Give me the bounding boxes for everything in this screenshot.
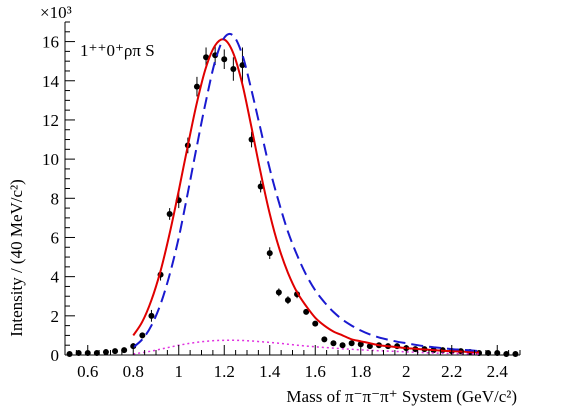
annotation-label: 1⁺⁺0⁺ρπ S [80, 41, 155, 60]
x-tick-label: 2.2 [441, 362, 462, 381]
data-point [485, 350, 492, 357]
y-tick-label: 12 [42, 111, 59, 130]
x-tick-label: 2 [402, 362, 411, 381]
data-point [112, 348, 119, 355]
data-point [75, 350, 82, 357]
y-tick-label: 16 [42, 33, 59, 52]
data-point [357, 341, 364, 348]
x-tick-label: 0.8 [123, 362, 144, 381]
y-tick-label: 10 [42, 150, 59, 169]
y-tick-label: 0 [51, 346, 60, 365]
y-tick-label: 4 [51, 268, 60, 287]
data-point [257, 183, 264, 190]
data-point [339, 342, 346, 349]
x-tick-label: 1 [175, 362, 184, 381]
data-point [148, 312, 155, 319]
data-point [93, 350, 100, 357]
x-ticks: 0.6 0.8 1 1.2 1.4 1.6 1.8 2 2.2 2.4 [64, 345, 521, 381]
x-tick-label: 0.6 [77, 362, 98, 381]
x-tick-label: 1.6 [305, 362, 326, 381]
fit-curve-dotted [133, 339, 480, 355]
axes [64, 22, 520, 356]
data-point [266, 250, 273, 257]
y-axis-label: Intensity / (40 MeV/c²) [7, 179, 26, 337]
data-point [512, 351, 519, 358]
x-tick-label: 2.4 [487, 362, 509, 381]
series-group [66, 32, 519, 358]
data-point [321, 336, 328, 343]
data-point [366, 343, 373, 350]
y-tick-label: 2 [51, 307, 60, 326]
fit-curve-solid [132, 38, 480, 354]
data-point [166, 210, 173, 217]
y-tick-label: 6 [51, 228, 60, 247]
y-tick-label: 8 [51, 189, 60, 208]
data-point [193, 83, 200, 90]
y-ticks: 0 2 4 6 8 10 12 14 16 [42, 21, 75, 365]
data-point [139, 332, 146, 339]
data-point [275, 289, 282, 296]
data-point [348, 340, 355, 347]
data-point [230, 66, 237, 73]
data-point [503, 351, 510, 358]
x-tick-label: 1.4 [259, 362, 281, 381]
data-point [330, 340, 337, 347]
y-exponent-label: ×10³ [40, 3, 72, 22]
data-point [221, 56, 228, 63]
data-point [102, 349, 109, 356]
data-point [303, 308, 310, 315]
fit-curve-dashed [132, 32, 480, 353]
data-point [203, 54, 210, 61]
y-tick-label: 14 [42, 72, 60, 91]
data-points [66, 45, 519, 358]
data-point [66, 351, 73, 358]
data-point [284, 297, 291, 304]
data-point [121, 347, 128, 354]
data-point [312, 320, 319, 327]
x-tick-label: 1.8 [350, 362, 371, 381]
x-axis-label: Mass of π⁻π⁻π⁺ System (GeV/c²) [286, 387, 517, 406]
x-tick-label: 1.2 [214, 362, 235, 381]
